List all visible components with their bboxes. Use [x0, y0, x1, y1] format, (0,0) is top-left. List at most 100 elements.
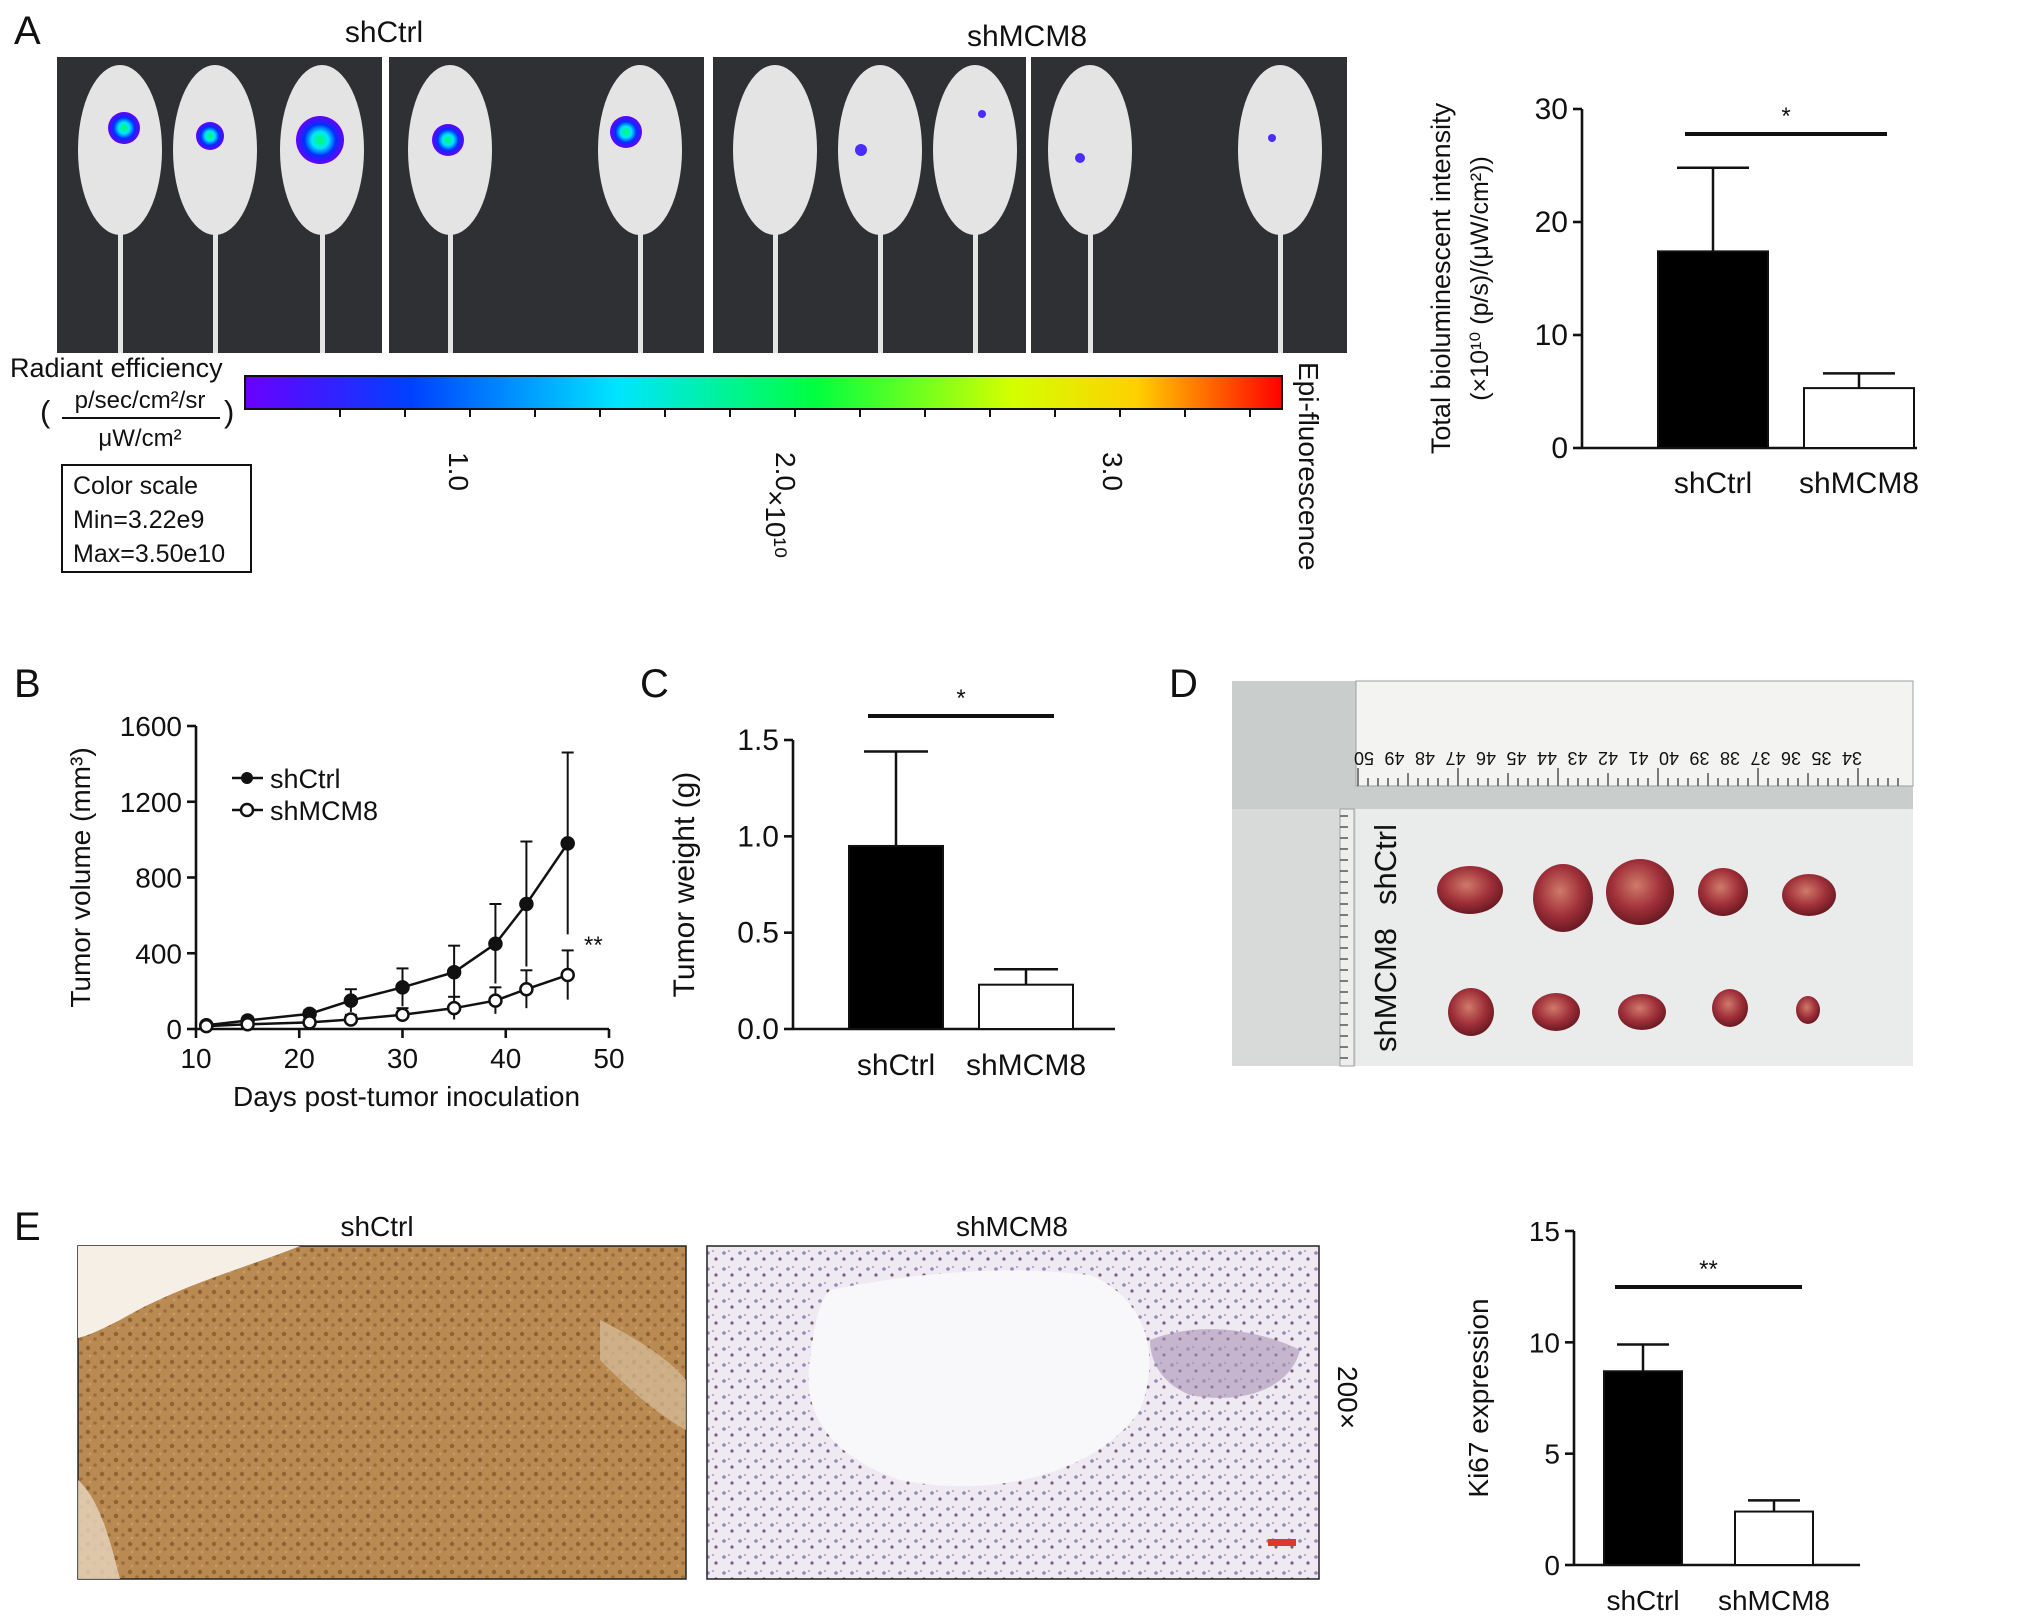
x-tick-label: 50 [593, 1043, 624, 1074]
data-point-shmcm8 [488, 993, 503, 1008]
chart-tumor-volume: 0 400 800 1200 1600 10 20 30 40 50 Days post-tumor… [65, 711, 625, 1112]
legend-b: shCtrl shMCM8 [232, 764, 378, 826]
y-tick-label: 1.0 [737, 820, 779, 853]
x-category-label: shCtrl [857, 1049, 935, 1082]
colorbar-side-label: Epi-fluorescence [1293, 362, 1324, 571]
significance-marker: ** [1699, 1256, 1718, 1283]
chart-bioluminescence: 0 10 20 30 shCtrl shMCM8 * Total bioluminescent… [1426, 93, 1919, 500]
colorbar-unit-denominator: μW/cm² [98, 425, 181, 452]
x-category-label: shMCM8 [966, 1049, 1086, 1082]
color-scale-min: Min=3.22e9 [73, 506, 204, 534]
x-category-label: shCtrl [1674, 467, 1752, 500]
x-category-label: shMCM8 [1799, 467, 1919, 500]
data-point-shmcm8 [240, 1017, 255, 1032]
data-point-shmcm8 [395, 1007, 410, 1023]
tumors-shctrl [1437, 859, 1836, 932]
ruler-number: 38 [1720, 748, 1740, 768]
colorbar-tick-2: 2.0 [770, 452, 801, 491]
data-point-shctrl [446, 964, 462, 980]
y-tick-label: 400 [135, 938, 182, 969]
group-label-shctrl: shCtrl [345, 16, 423, 49]
x-tick-label: 30 [387, 1043, 418, 1074]
y-tick-label: 10 [1535, 319, 1568, 352]
y-tick-label: 800 [135, 863, 182, 894]
bar-shctrl [1657, 250, 1769, 449]
data-point-shmcm8 [560, 967, 575, 983]
ruler-number: 40 [1659, 748, 1679, 768]
y-axis-label: Total bioluminescent intensity [1426, 102, 1456, 454]
legend-label-shctrl: shCtrl [270, 764, 341, 794]
chart-tumor-weight: 0.0 0.5 1.0 1.5 shCtrl shMCM8 * Tumor weight (g… [668, 685, 1115, 1082]
ruler-number: 47 [1445, 748, 1465, 768]
y-tick-label: 15 [1529, 1216, 1560, 1247]
y-tick-label: 10 [1529, 1327, 1560, 1358]
x-category-label: shCtrl [1606, 1585, 1679, 1616]
tumors-shmcm8 [1448, 988, 1820, 1036]
colorbar-ticks [339, 409, 1251, 417]
y-tick-label: 5 [1544, 1439, 1560, 1470]
y-tick-label: 1600 [120, 711, 182, 742]
color-scale-max: Max=3.50e10 [73, 540, 225, 568]
scale-bar [1268, 1539, 1296, 1546]
ruler-number: 39 [1689, 748, 1709, 768]
colorbar-multiplier: ×10¹⁰ [760, 490, 791, 558]
y-axis-label: Tumor weight (g) [668, 772, 701, 998]
y-tick-label: 0 [1551, 432, 1568, 465]
panel-letter-a: A [14, 9, 41, 53]
bar-shmcm8 [1734, 1510, 1814, 1567]
legend-marker-shctrl [241, 772, 253, 784]
ruler-number: 37 [1750, 748, 1770, 768]
series-line-shctrl [206, 842, 569, 1027]
data-point-shmcm8 [519, 981, 534, 997]
y-axis-label: Tumor volume (mm³) [65, 747, 96, 1007]
ruler-number: 45 [1506, 748, 1526, 768]
data-point-shmcm8 [302, 1015, 317, 1030]
data-point-shctrl [343, 993, 359, 1008]
data-point-shmcm8 [199, 1018, 214, 1034]
data-point-shmcm8 [343, 1012, 359, 1027]
bioluminescent-signals [108, 110, 1276, 164]
magnification-label: 200× [1332, 1366, 1363, 1429]
x-tick-label: 20 [284, 1043, 315, 1074]
ruler-number: 44 [1537, 748, 1557, 768]
bar-shctrl [1603, 1370, 1683, 1567]
unit-open-paren: ( [40, 394, 51, 429]
group-label-shmcm8: shMCM8 [967, 20, 1087, 53]
bar-shctrl [848, 844, 944, 1031]
bar-shmcm8 [1803, 387, 1915, 449]
data-point-shctrl [488, 936, 503, 952]
x-tick-label: 10 [180, 1043, 211, 1074]
y-tick-label: 1.5 [737, 724, 779, 757]
data-point-shctrl [519, 896, 534, 912]
ruler-number: 49 [1384, 748, 1404, 768]
x-category-label: shMCM8 [1718, 1585, 1830, 1616]
ruler-number: 34 [1842, 748, 1862, 768]
ruler-number: 46 [1476, 748, 1496, 768]
significance-marker: * [956, 685, 965, 712]
y-axis-label: Ki67 expression [1463, 1298, 1494, 1497]
ihc-label-shmcm8: shMCM8 [956, 1211, 1068, 1242]
data-point-shmcm8 [446, 1000, 462, 1016]
y-tick-label: 1200 [120, 787, 182, 818]
ihc-image-shctrl [77, 1245, 687, 1580]
significance-b: ** [584, 932, 603, 959]
data-point-shctrl [560, 836, 575, 851]
bar-shmcm8 [978, 983, 1074, 1030]
y-tick-label: 0 [166, 1014, 182, 1045]
colorbar-tick-1: 1.0 [443, 452, 474, 491]
ruler-number: 48 [1415, 748, 1435, 768]
ruler-number: 35 [1811, 748, 1831, 768]
ruler-number: 42 [1598, 748, 1618, 768]
y-tick-label: 0.0 [737, 1013, 779, 1046]
color-scale-title: Color scale [73, 472, 198, 500]
ruler-number: 36 [1781, 748, 1801, 768]
color-scale-box [61, 464, 252, 573]
legend-label-shmcm8: shMCM8 [270, 796, 378, 826]
unit-close-paren: ) [224, 394, 234, 429]
ihc-label-shctrl: shCtrl [340, 1211, 413, 1242]
data-point-shctrl [395, 980, 410, 995]
panel-letter-e: E [14, 1205, 41, 1249]
colorbar [244, 375, 1283, 410]
row-label-shctrl: shCtrl [1368, 824, 1403, 905]
